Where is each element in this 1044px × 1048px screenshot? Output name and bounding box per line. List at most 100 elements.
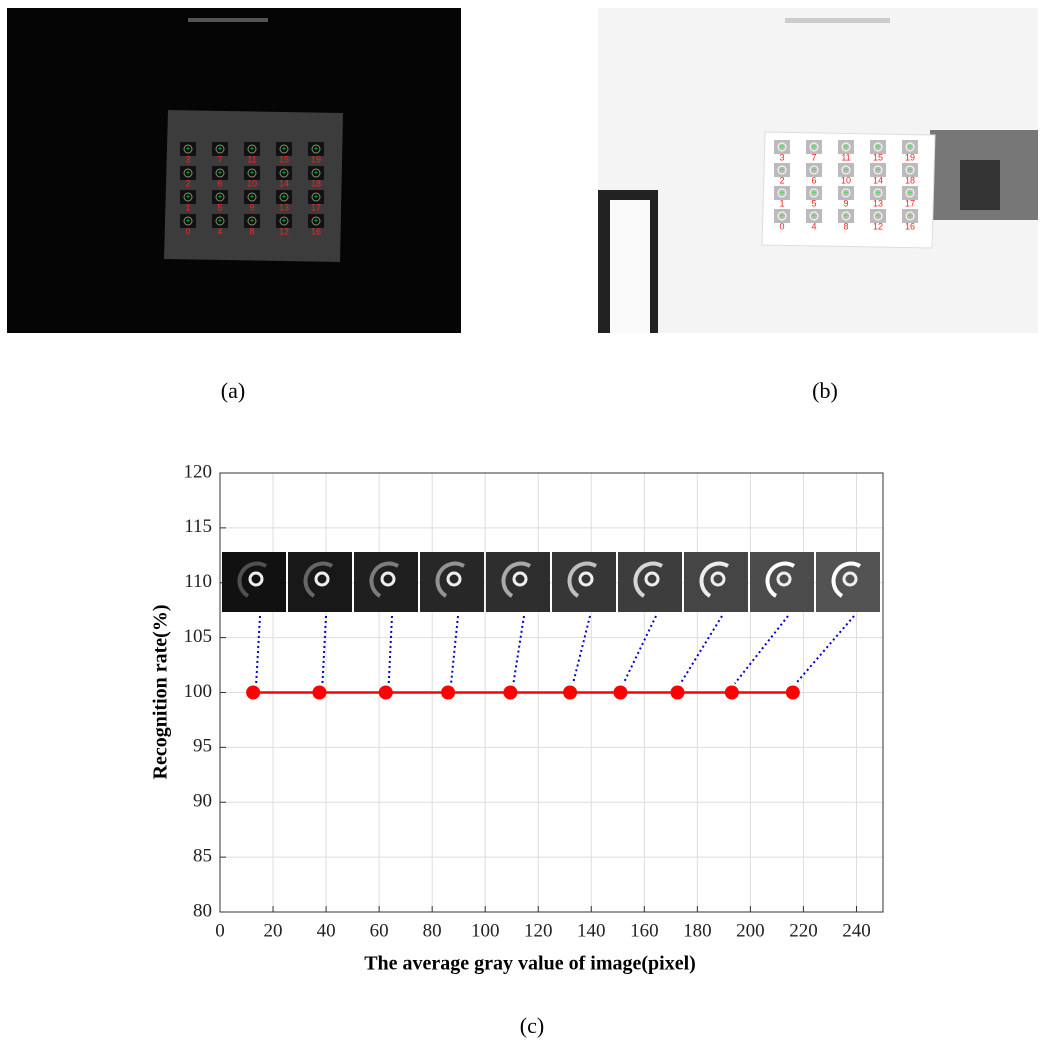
marker-id: 19 [905,152,915,162]
marker-id: 1 [185,202,190,212]
y-tick-label: 105 [184,626,213,647]
marker-id: 3 [185,154,190,164]
x-tick-label: 120 [524,920,553,941]
marker-center: + [812,142,817,151]
marker-id: 3 [779,152,784,162]
marker-center: + [186,144,191,153]
thumbnail [684,552,748,612]
marker-center: + [282,168,287,177]
marker-id: 8 [249,226,254,236]
marker-id: 13 [279,202,289,212]
data-point [379,686,393,700]
x-tick-label: 40 [317,920,336,941]
x-tick-label: 60 [370,920,389,941]
x-tick-label: 0 [215,920,225,941]
thumbnail [618,552,682,612]
marker-id: 0 [779,221,784,231]
marker-id: 5 [217,202,222,212]
marker-center: + [218,192,223,201]
data-point [670,686,684,700]
marker-center: + [844,142,849,151]
marker-id: 8 [843,221,848,231]
marker-center: + [314,144,319,153]
marker-id: 18 [311,178,321,188]
marker-id: 16 [311,226,321,236]
marker-center: + [218,168,223,177]
marker-center: + [282,192,287,201]
marker-id: 6 [811,175,816,185]
y-tick-label: 95 [193,736,212,757]
data-point [246,686,260,700]
thumbnail [816,552,880,612]
marker-id: 12 [873,221,883,231]
thumbnail [750,552,814,612]
panel-label: (b) [812,378,838,403]
x-axis-label: The average gray value of image(pixel) [364,953,696,975]
marker-id: 10 [247,178,257,188]
marker-center: + [812,188,817,197]
marker-id: 14 [279,178,289,188]
marker-id: 13 [873,198,883,208]
x-tick-label: 20 [264,920,283,941]
data-point [786,686,800,700]
marker-id: 7 [811,152,816,162]
y-tick-label: 120 [184,461,213,482]
marker-center: + [876,188,881,197]
y-tick-label: 90 [193,791,212,812]
marker-id: 2 [185,178,190,188]
marker-id: 18 [905,175,915,185]
marker-center: + [186,168,191,177]
x-tick-label: 100 [471,920,500,941]
thumbnail [486,552,550,612]
photo-detail [610,200,650,333]
thumbnail [420,552,484,612]
marker-center: + [812,211,817,220]
marker-id: 14 [873,175,883,185]
marker-id: 15 [279,154,289,164]
marker-center: + [250,144,255,153]
marker-id: 0 [185,226,190,236]
panel-label: (c) [520,1013,544,1038]
marker-center: + [908,211,913,220]
data-point [312,686,326,700]
photo-detail [960,160,1000,210]
y-tick-label: 80 [193,900,212,921]
marker-center: + [218,216,223,225]
marker-id: 12 [279,226,289,236]
marker-center: + [876,142,881,151]
marker-id: 16 [905,221,915,231]
marker-id: 17 [905,198,915,208]
marker-center: + [908,142,913,151]
marker-center: + [780,142,785,151]
x-tick-label: 180 [683,920,712,941]
thumbnail [222,552,286,612]
data-point [563,686,577,700]
marker-id: 11 [841,152,850,162]
marker-center: + [876,165,881,174]
marker-id: 11 [247,154,256,164]
photo-detail [188,18,268,22]
photo-detail [785,18,890,23]
marker-id: 4 [217,226,222,236]
marker-center: + [908,165,913,174]
thumbnail [552,552,616,612]
y-tick-label: 110 [184,571,212,592]
marker-center: + [908,188,913,197]
marker-id: 6 [217,178,222,188]
data-point [613,686,627,700]
marker-id: 17 [311,202,321,212]
marker-id: 1 [779,198,784,208]
marker-id: 19 [311,154,321,164]
marker-center: + [186,216,191,225]
x-tick-label: 80 [423,920,442,941]
marker-id: 2 [779,175,784,185]
page: {"photos": [ {"label": "(a)", "marker_id… [0,0,1044,1048]
marker-center: + [250,168,255,177]
y-tick-label: 85 [193,845,212,866]
x-tick-label: 160 [630,920,659,941]
marker-center: + [812,165,817,174]
marker-center: + [250,216,255,225]
y-tick-label: 100 [184,681,213,702]
x-tick-label: 220 [789,920,818,941]
figure: (a) (b) (c) The average gray value of im… [0,0,1044,1043]
